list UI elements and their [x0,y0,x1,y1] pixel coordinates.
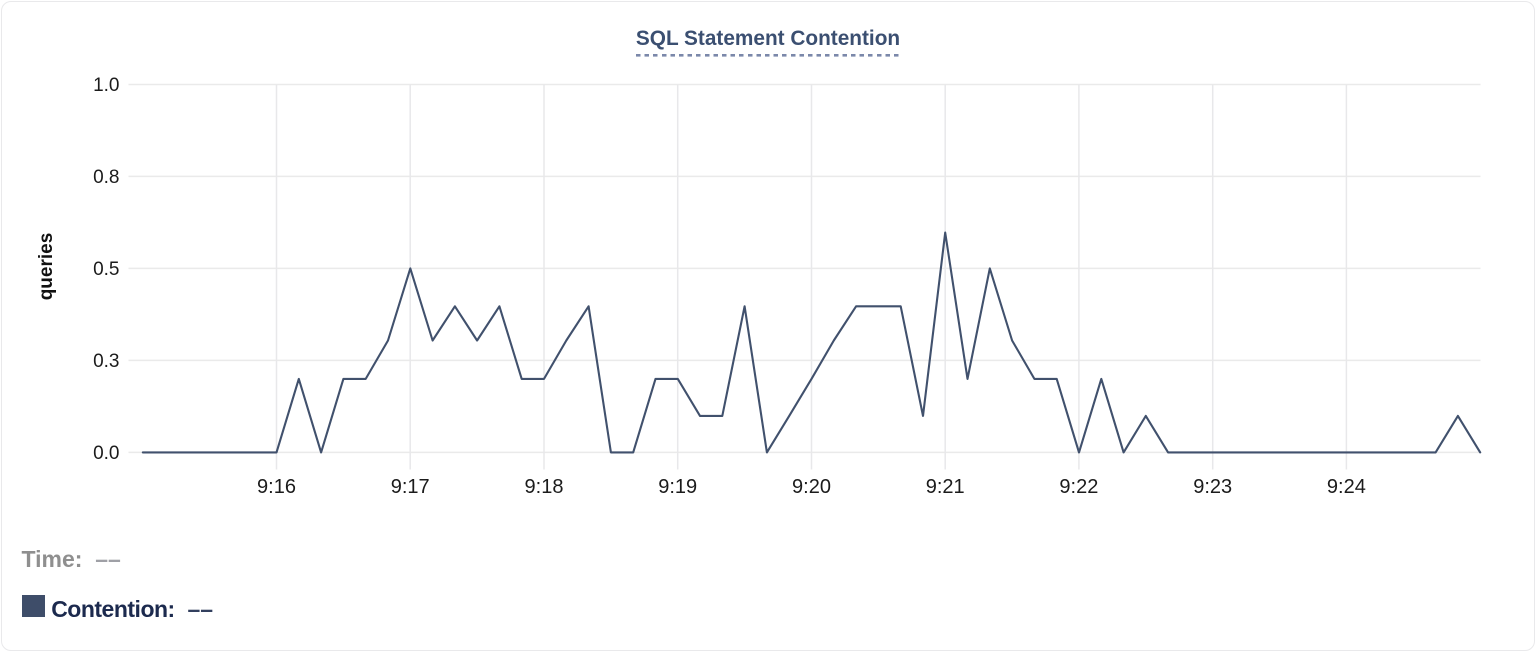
svg-text:9:22: 9:22 [1059,476,1098,498]
svg-text:1.0: 1.0 [93,75,119,96]
svg-text:0.8: 0.8 [93,167,119,188]
svg-text:9:18: 9:18 [525,476,564,498]
svg-text:9:16: 9:16 [257,476,296,498]
svg-text:0.0: 0.0 [93,443,119,464]
svg-text:9:19: 9:19 [658,476,697,498]
svg-text:9:24: 9:24 [1327,476,1366,498]
svg-text:queries: queries [36,233,57,301]
svg-text:9:20: 9:20 [792,476,831,498]
svg-text:0.3: 0.3 [93,351,119,372]
svg-text:0.5: 0.5 [93,259,119,280]
svg-text:9:23: 9:23 [1193,476,1232,498]
svg-text:9:21: 9:21 [926,476,965,498]
svg-text:9:17: 9:17 [391,476,430,498]
